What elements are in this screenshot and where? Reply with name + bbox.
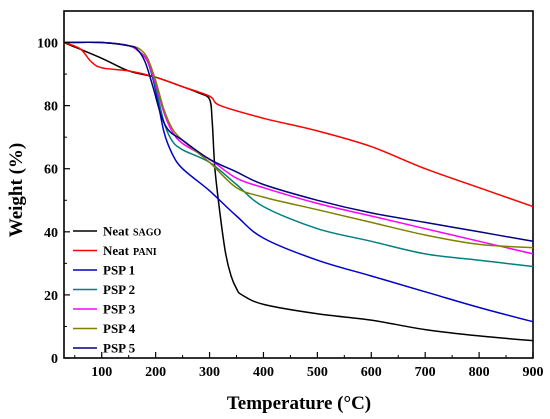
y-tick-label: 80 [44,100,58,115]
x-tick-label: 500 [307,365,328,380]
y-tick-label: 60 [44,163,58,178]
legend-label-6: PSP 4 [103,321,136,336]
x-tick-label: 700 [415,365,436,380]
y-tick-label: 20 [44,289,58,304]
y-axis-title: Weight (%) [6,143,27,237]
y-tick-label: 40 [44,226,58,241]
legend-label-3: PSP 1 [103,263,135,278]
x-tick-label: 400 [253,365,274,380]
plot-frame [63,10,534,359]
x-tick-label: 300 [199,365,220,380]
x-axis-title: Temperature (°C) [227,393,371,414]
x-tick-label: 200 [145,365,166,380]
x-tick-label: 100 [91,365,112,380]
plot-border [63,10,534,359]
x-tick-label: 900 [523,365,544,380]
x-axis-ticks: 100 200 300 400 500 600 700 800 900 [74,352,544,380]
series-layer [63,41,534,342]
legend-label-7: PSP 5 [103,341,136,356]
x-tick-label: 800 [469,365,490,380]
legend-label-1: Neat SAGO [103,224,162,239]
series-line-7 [63,41,534,243]
x-tick-label: 600 [361,365,382,380]
legend-label-2: Neat PANI [103,243,157,258]
legend: Neat SAGO Neat PANI PSP 1 PSP 2 PSP 3 PSP 4 PSP … [73,224,162,356]
y-tick-label: 0 [51,352,58,367]
series-line-2 [63,41,534,208]
legend-label-5: PSP 3 [103,302,136,317]
y-tick-label: 100 [37,37,58,52]
y-axis-ticks: 0 20 40 60 80 100 [37,37,70,367]
legend-label-4: PSP 2 [103,282,135,297]
